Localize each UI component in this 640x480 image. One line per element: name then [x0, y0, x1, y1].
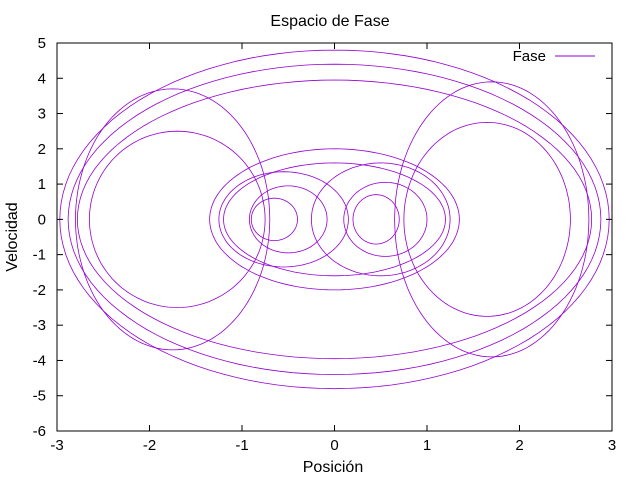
phase-trajectory-orbit	[394, 81, 590, 358]
ticks-layer: -3 -2 -1 0 1 2 3 5 4 3 2 1 0 -1 -2 -3 -4 -5 -6	[33, 35, 617, 454]
y-tick-label: -1	[33, 247, 46, 264]
x-tick-label: -3	[50, 437, 63, 454]
x-tick-label: -2	[143, 437, 156, 454]
phase-trajectory-orbit	[403, 121, 571, 317]
phase-trajectory-orbit	[352, 194, 400, 245]
plot-frame	[56, 42, 613, 432]
legend: Fase	[513, 48, 595, 65]
y-tick-label: 2	[38, 141, 46, 158]
phase-trajectory-orbit	[75, 88, 271, 351]
phase-trajectory-orbit	[67, 63, 602, 376]
y-axis-label: Velocidad	[4, 202, 21, 271]
phase-trajectory-orbit	[310, 162, 451, 277]
x-axis-label: Posición	[303, 459, 363, 476]
phase-trajectory-orbit	[88, 130, 266, 308]
y-tick-label: 3	[38, 106, 46, 123]
x-tick-label: 3	[608, 437, 616, 454]
phase-trajectory-orbit	[223, 162, 446, 277]
phase-trajectory-orbit	[218, 171, 349, 268]
phase-trajectory-orbit	[76, 79, 593, 360]
y-tick-label: -3	[33, 317, 46, 334]
chart-title: Espacio de Fase	[270, 13, 389, 30]
x-tick-label: -1	[235, 437, 248, 454]
y-tick-label: 5	[38, 35, 46, 52]
y-tick-label: -6	[33, 423, 46, 440]
y-tick-label: 4	[38, 70, 46, 87]
x-tick-label: 1	[423, 437, 431, 454]
phase-trajectory-orbit	[248, 185, 328, 254]
x-tick-label: 0	[330, 437, 338, 454]
y-tick-label: -2	[33, 282, 46, 299]
y-tick-label: 1	[38, 176, 46, 193]
y-tick-label: -5	[33, 388, 46, 405]
phase-trajectory-orbit	[250, 197, 298, 241]
phase-trajectory-orbit	[343, 181, 428, 257]
series-layer	[59, 49, 610, 390]
phase-trajectory-orbit	[209, 148, 460, 291]
y-tick-label: 0	[38, 211, 46, 228]
phase-trajectory-orbit	[59, 49, 610, 390]
legend-label: Fase	[513, 48, 546, 65]
y-tick-label: -4	[33, 352, 46, 369]
x-tick-label: 2	[515, 437, 523, 454]
